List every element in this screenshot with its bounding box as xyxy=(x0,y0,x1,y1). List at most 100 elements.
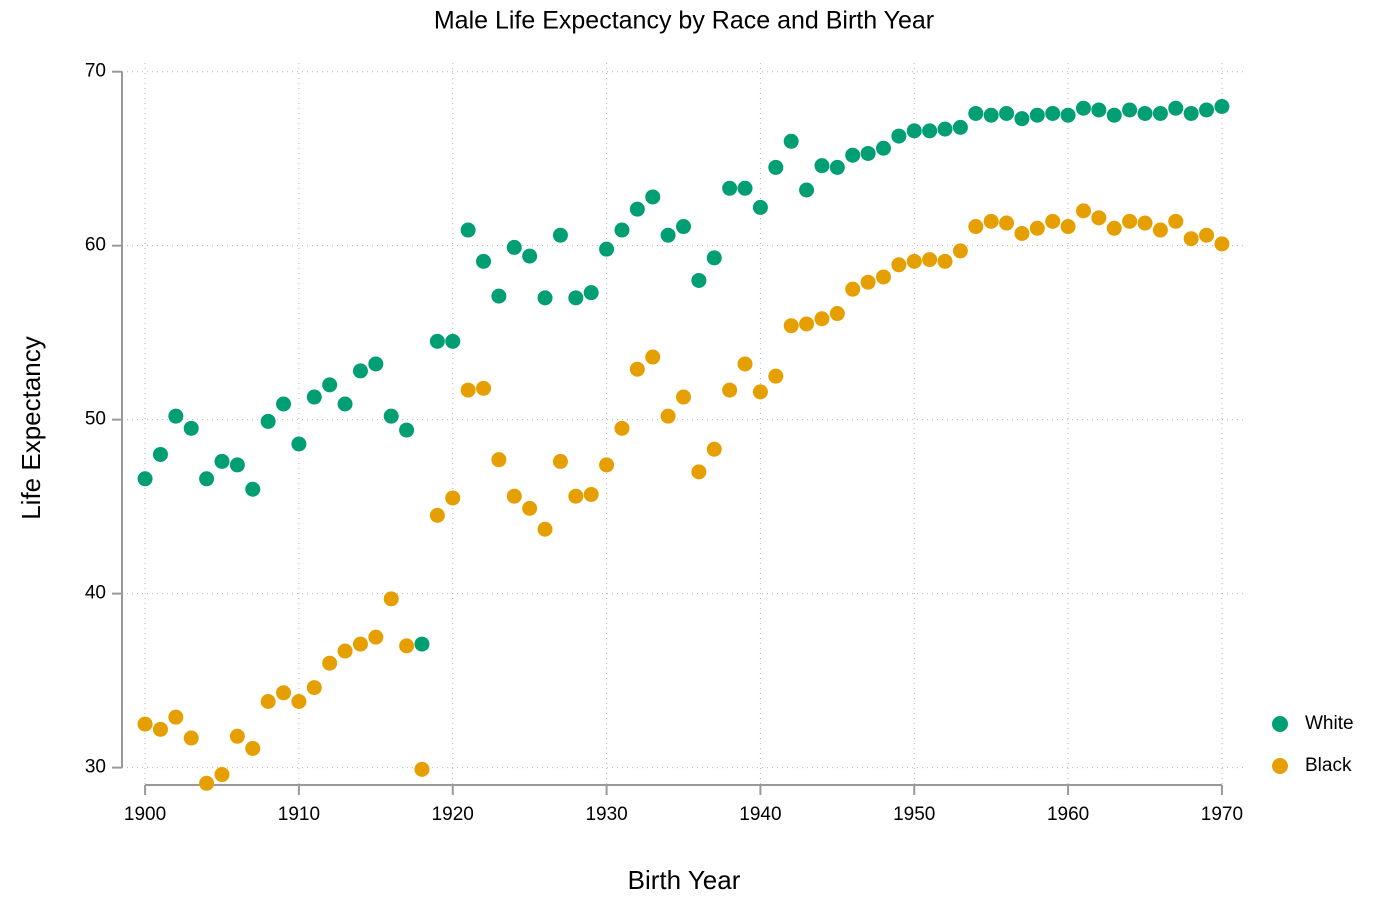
point xyxy=(875,140,891,156)
point xyxy=(229,728,245,744)
y-tick-label: 30 xyxy=(85,757,106,778)
point xyxy=(322,377,338,393)
point xyxy=(722,180,738,196)
point xyxy=(1075,203,1091,219)
point xyxy=(999,215,1015,231)
point xyxy=(1060,219,1076,235)
point xyxy=(445,490,461,506)
point xyxy=(829,306,845,322)
point xyxy=(1183,105,1199,121)
point xyxy=(199,471,215,487)
point xyxy=(1075,100,1091,116)
point xyxy=(937,121,953,137)
point xyxy=(476,380,492,396)
point xyxy=(260,693,276,709)
point xyxy=(1029,220,1045,236)
point xyxy=(860,145,876,161)
y-tick-label: 70 xyxy=(85,61,106,82)
point xyxy=(952,243,968,259)
point xyxy=(783,133,799,149)
point xyxy=(1091,102,1107,118)
point xyxy=(152,446,168,462)
point xyxy=(614,222,630,238)
point xyxy=(875,269,891,285)
point xyxy=(1152,222,1168,238)
point xyxy=(783,318,799,334)
point xyxy=(1122,102,1138,118)
point xyxy=(860,274,876,290)
x-tick-label: 1900 xyxy=(124,804,166,825)
point xyxy=(999,105,1015,121)
point xyxy=(1106,107,1122,123)
point xyxy=(706,441,722,457)
point xyxy=(137,716,153,732)
x-tick-label: 1930 xyxy=(585,804,627,825)
point xyxy=(1045,105,1061,121)
point xyxy=(845,147,861,163)
point xyxy=(691,464,707,480)
legend-label: White xyxy=(1305,713,1354,734)
point xyxy=(337,396,353,412)
point xyxy=(276,685,292,701)
point xyxy=(276,396,292,412)
point xyxy=(368,629,384,645)
x-tick-label: 1940 xyxy=(739,804,781,825)
point xyxy=(645,349,661,365)
point xyxy=(352,636,368,652)
point xyxy=(568,290,584,306)
point xyxy=(968,219,984,235)
point xyxy=(445,333,461,349)
point xyxy=(599,457,615,473)
point xyxy=(429,507,445,523)
point xyxy=(660,227,676,243)
point xyxy=(722,382,738,398)
point xyxy=(460,382,476,398)
point xyxy=(706,250,722,266)
point xyxy=(583,486,599,502)
point xyxy=(691,272,707,288)
point xyxy=(845,281,861,297)
point xyxy=(414,636,430,652)
point xyxy=(245,481,261,497)
point xyxy=(322,655,338,671)
point xyxy=(952,119,968,135)
point xyxy=(399,638,415,654)
point xyxy=(183,420,199,436)
legend-label: Black xyxy=(1305,755,1352,776)
point xyxy=(399,422,415,438)
point xyxy=(983,213,999,229)
point xyxy=(1091,210,1107,226)
point xyxy=(229,457,245,473)
point xyxy=(1137,215,1153,231)
point xyxy=(983,107,999,123)
point xyxy=(1214,236,1230,252)
point xyxy=(383,408,399,424)
point xyxy=(337,643,353,659)
point xyxy=(368,356,384,372)
point xyxy=(491,288,507,304)
point xyxy=(214,453,230,469)
point xyxy=(552,227,568,243)
y-tick-label: 60 xyxy=(85,235,106,256)
point xyxy=(629,201,645,217)
point xyxy=(552,453,568,469)
point xyxy=(1152,105,1168,121)
point xyxy=(922,252,938,268)
point xyxy=(891,128,907,144)
point xyxy=(1014,225,1030,241)
legend-swatch xyxy=(1272,758,1288,774)
point xyxy=(1106,220,1122,236)
point xyxy=(352,363,368,379)
point xyxy=(752,199,768,215)
point xyxy=(137,471,153,487)
point xyxy=(1029,107,1045,123)
point xyxy=(522,500,538,516)
point xyxy=(906,123,922,139)
point xyxy=(799,316,815,332)
x-tick-label: 1950 xyxy=(893,804,935,825)
point xyxy=(922,123,938,139)
point xyxy=(752,384,768,400)
point xyxy=(460,222,476,238)
point xyxy=(814,158,830,174)
